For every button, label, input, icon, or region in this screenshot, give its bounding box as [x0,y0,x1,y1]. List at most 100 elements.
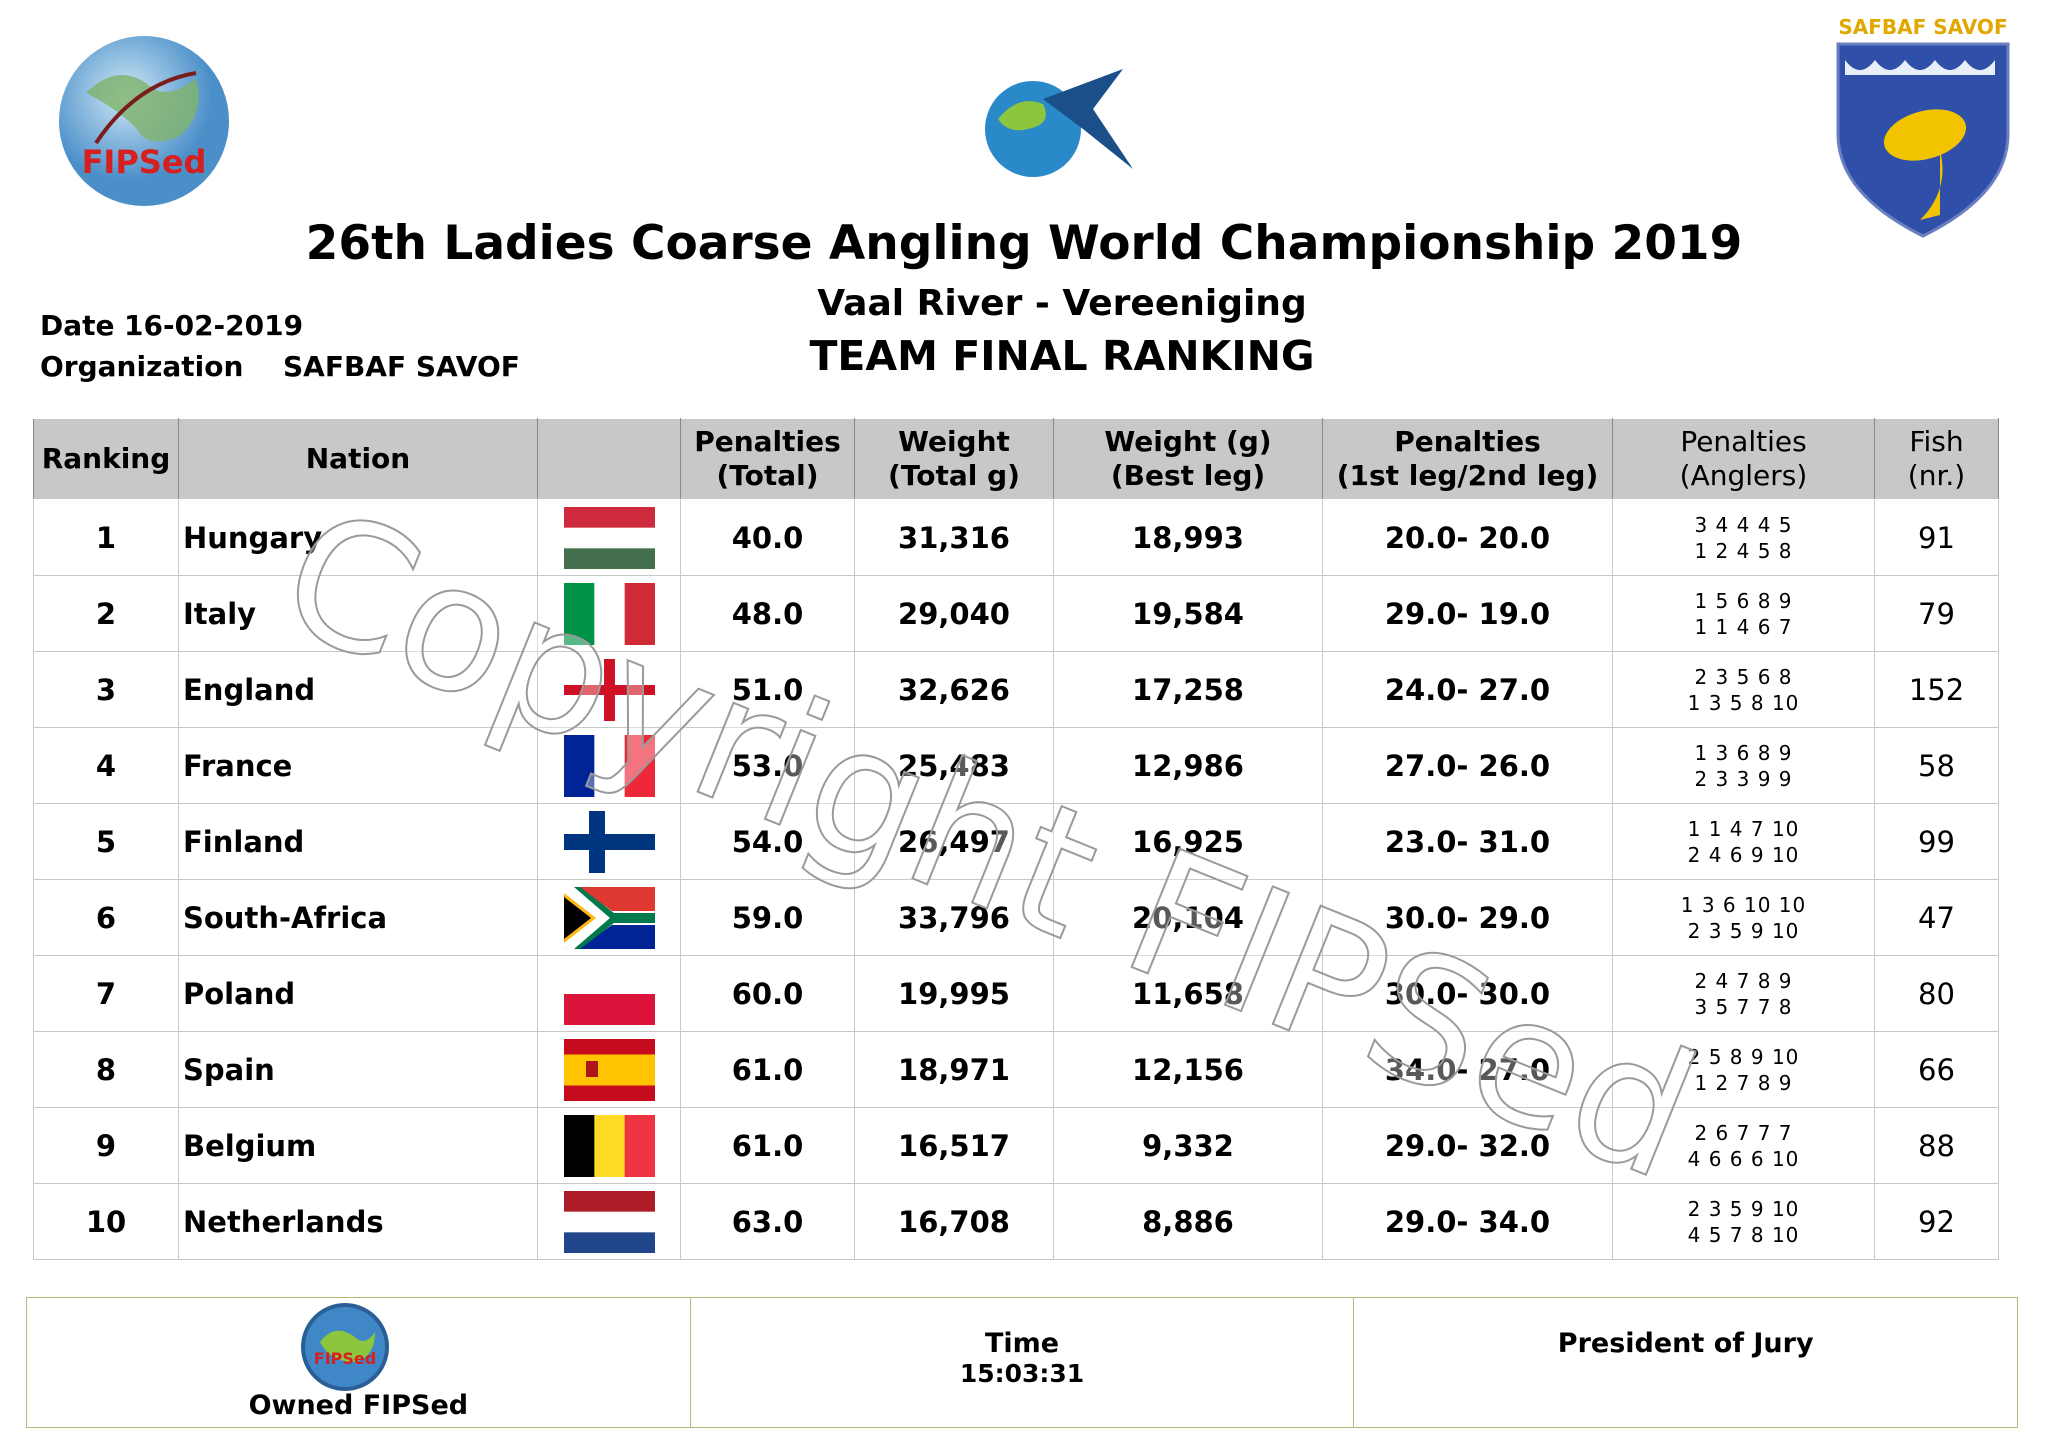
table-cell: 17,258 [1053,651,1323,728]
nation: Finland [178,803,538,880]
table-cell: 30.0- 30.0 [1322,955,1613,1032]
header-text: (1st leg/2nd leg) [1336,459,1599,492]
table-cell: 6 [33,879,179,956]
nation: Belgium [178,1107,538,1184]
table-row: 5 Finland 54.0 26,497 16,925 23.0- 31.0 1 1 4 … [33,803,1999,880]
header-text: Weight [898,425,1010,458]
table-row: 9 Belgium 61.0 16,517 9,332 29.0- 32.0 2 6 7 7… [33,1107,1999,1184]
anglers-line: 1 3 6 10 10 [1680,892,1807,917]
footer-time: Time 15:03:31 [691,1298,1355,1427]
header-text: Penalties [694,425,841,458]
nation: Poland [178,955,538,1032]
safbaf-logo: SAFBAF SAVOF [1836,15,2010,238]
table-cell: 12,156 [1053,1031,1323,1108]
footer-jury: President of Jury [1354,1298,2017,1427]
anglers-line: 2 4 7 8 9 [1694,968,1793,993]
table-row: 8 Spain 61.0 18,971 12,156 34.0- 27.0 2 5 8 9 … [33,1031,1999,1108]
table-cell: 20,104 [1053,879,1323,956]
table-cell: 7 [33,955,179,1032]
table-cell: 53.0 [680,727,855,804]
column-header: Nation [178,418,538,500]
anglers-line: 3 4 4 4 5 [1694,512,1793,537]
header-text: Fish [1909,425,1964,458]
table-cell: 8,886 [1053,1183,1323,1260]
table-cell: 99 [1874,803,1999,880]
table-cell: 34.0- 27.0 [1322,1031,1613,1108]
table-cell: 66 [1874,1031,1999,1108]
flag [563,962,655,1025]
table-body: 1 Hungary 40.0 31,316 18,993 20.0- 20.0 3 4 4 … [33,499,1999,1260]
table-cell: 51.0 [680,651,855,728]
anglers-line: 2 3 5 9 10 [1687,1196,1800,1221]
table-cell: 152 [1874,651,1999,728]
table-cell: 19,584 [1053,575,1323,652]
anglers-line: 1 3 6 8 9 [1694,740,1793,765]
header-text: (Total) [716,459,819,492]
flag [563,810,655,873]
table-cell: 25,483 [854,727,1054,804]
logo-text: FIPSed [314,1349,376,1368]
nation: England [178,651,538,728]
event-logo [985,69,1133,177]
time: 15:03:31 [959,1359,1085,1388]
table-cell: 91 [1874,499,1999,576]
table-cell: 24.0- 27.0 [1322,651,1613,728]
table-cell: 18,993 [1053,499,1323,576]
footer: FIPSed Owned FIPSed Time 15:03:31 Presid… [26,1297,2018,1428]
table-cell: 29.0- 32.0 [1322,1107,1613,1184]
table-row: 7 Poland 60.0 19,995 11,658 30.0- 30.0 2 4 7 8… [33,955,1999,1032]
table-cell: 33,796 [854,879,1054,956]
header-text: Nation [305,442,411,475]
flag-cell [537,1031,681,1108]
owner-logo: FIPSed [301,1303,389,1391]
anglers-line: 1 1 4 6 7 [1694,614,1793,639]
table-cell: 18,971 [854,1031,1054,1108]
table-cell: 10 [33,1183,179,1260]
table-cell: 29,040 [854,575,1054,652]
owner: Owned FIPSed [248,1390,469,1421]
table-cell: 59.0 [680,879,855,956]
table-row: 10 Netherlands 63.0 16,708 8,886 29.0- 34.0 2 … [33,1183,1999,1260]
table-cell: 23.0- 31.0 [1322,803,1613,880]
anglers-cell: 1 1 4 7 10 2 4 6 9 10 [1612,803,1875,880]
table-cell: 61.0 [680,1107,855,1184]
date: 16-02-2019 [124,309,304,342]
header-text: Penalties [1394,425,1541,458]
table-cell: 92 [1874,1183,1999,1260]
flag-cell [537,727,681,804]
table-row: 1 Hungary 40.0 31,316 18,993 20.0- 20.0 3 4 4 … [33,499,1999,576]
header-text: (Total g) [888,459,1020,492]
flag-cell [537,499,681,576]
table-cell: 2 [33,575,179,652]
anglers-line: 1 1 4 7 10 [1687,816,1800,841]
table-row: 6 South-Africa 59.0 33,796 20,104 30.0- 29.0 1… [33,879,1999,956]
anglers-line: 2 4 6 9 10 [1687,842,1800,867]
nation: France [178,727,538,804]
table-cell: 16,925 [1053,803,1323,880]
header-text: Ranking [41,442,171,475]
anglers-cell: 2 5 8 9 10 1 2 7 8 9 [1612,1031,1875,1108]
column-header: Penalties (Anglers) [1612,418,1875,500]
table-cell: 4 [33,727,179,804]
column-header: Weight (g) (Best leg) [1053,418,1323,500]
flag [563,658,655,721]
table-row: 2 Italy 48.0 29,040 19,584 29.0- 19.0 1 5 6 8 … [33,575,1999,652]
table-cell: 40.0 [680,499,855,576]
nation: Hungary [178,499,538,576]
anglers-line: 2 3 3 9 9 [1694,766,1793,791]
footer-owner: FIPSed Owned FIPSed [27,1298,691,1427]
table-cell: 1 [33,499,179,576]
flag [563,506,655,569]
column-header: Ranking [33,418,179,500]
table-cell: 20.0- 20.0 [1322,499,1613,576]
table-row: 3 England 51.0 32,626 17,258 24.0- 27.0 2 3 5 … [33,651,1999,728]
fipsed-logo: FIPSed [59,36,229,206]
nation: South-Africa [178,879,538,956]
flag [563,1190,655,1253]
